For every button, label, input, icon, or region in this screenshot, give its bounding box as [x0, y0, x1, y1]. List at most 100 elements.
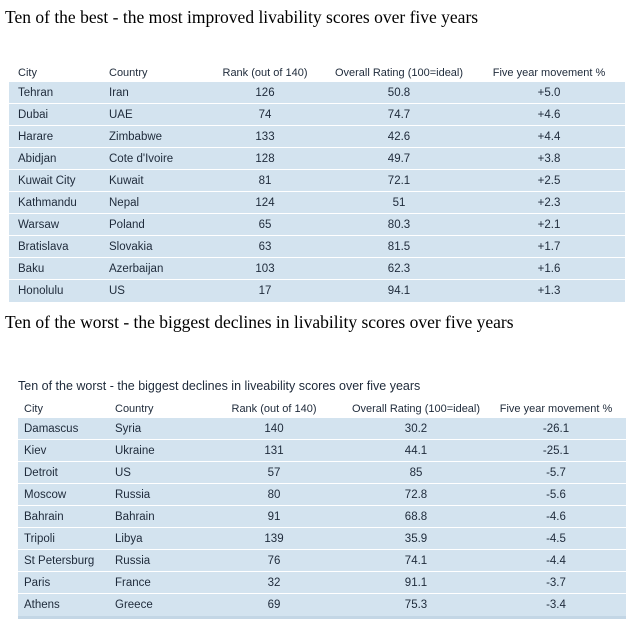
worst-table-header: City Country Rank (out of 140) Overall R…	[18, 398, 626, 418]
best-table-header: City Country Rank (out of 140) Overall R…	[9, 62, 625, 82]
col-city-header: City	[24, 403, 43, 415]
cell-movement: +2.1	[537, 219, 561, 231]
cell-movement: -3.4	[546, 599, 566, 611]
worst-heading: Ten of the worst - the biggest declines …	[5, 312, 514, 332]
cell-city: St Petersburg	[24, 555, 95, 567]
cell-city: Bratislava	[18, 241, 69, 253]
col-rank-header: Rank (out of 140)	[231, 403, 317, 415]
cell-overall: 74.7	[387, 109, 411, 121]
cell-rank: 32	[267, 577, 281, 589]
table-row: Bratislava Slovakia 63 81.5 +1.7	[9, 236, 625, 258]
cell-movement: +3.8	[537, 153, 561, 165]
cell-city: Detroit	[24, 467, 58, 479]
table-row: Warsaw Poland 65 80.3 +2.1	[9, 214, 625, 236]
cell-movement: -4.5	[546, 533, 566, 545]
cell-rank: 139	[264, 533, 284, 545]
col-overall-header: Overall Rating (100=ideal)	[334, 67, 464, 79]
table-bottom-rule	[18, 616, 626, 619]
cell-movement: -4.6	[546, 511, 566, 523]
col-movement-header: Five year movement %	[492, 67, 606, 79]
table-row: Kathmandu Nepal 124 51 +2.3	[9, 192, 625, 214]
cell-overall: 85	[409, 467, 423, 479]
cell-city: Paris	[24, 577, 51, 589]
cell-rank: 17	[258, 285, 272, 297]
cell-overall: 68.8	[404, 511, 428, 523]
cell-country: US	[115, 467, 131, 479]
table-row: Bahrain Bahrain 91 68.8 -4.6	[18, 506, 626, 528]
cell-movement: -5.7	[546, 467, 566, 479]
col-city-header: City	[18, 67, 37, 79]
cell-country: Greece	[115, 599, 153, 611]
cell-country: Russia	[115, 489, 151, 501]
best-table-body: Tehran Iran 126 50.8 +5.0 Dubai UAE 74 74.7 +4.6 H…	[9, 82, 625, 302]
cell-city: Baku	[18, 263, 45, 275]
table-row: Kuwait City Kuwait 81 72.1 +2.5	[9, 170, 625, 192]
cell-city: Tehran	[18, 87, 54, 99]
cell-city: Bahrain	[24, 511, 64, 523]
cell-country: Iran	[109, 87, 129, 99]
col-movement-header: Five year movement %	[499, 403, 613, 415]
cell-city: Harare	[18, 131, 54, 143]
cell-rank: 126	[255, 87, 275, 99]
cell-overall: 75.3	[404, 599, 428, 611]
cell-overall: 74.1	[404, 555, 428, 567]
table-row: Moscow Russia 80 72.8 -5.6	[18, 484, 626, 506]
cell-country: UAE	[109, 109, 133, 121]
cell-movement: +2.5	[537, 175, 561, 187]
cell-rank: 128	[255, 153, 275, 165]
cell-country: Zimbabwe	[109, 131, 163, 143]
cell-rank: 103	[255, 263, 275, 275]
cell-city: Tripoli	[24, 533, 55, 545]
cell-movement: +4.6	[537, 109, 561, 121]
cell-overall: 72.1	[387, 175, 411, 187]
cell-overall: 91.1	[404, 577, 428, 589]
cell-movement: +1.7	[537, 241, 561, 253]
worst-table-title: Ten of the worst - the biggest declines …	[18, 379, 421, 393]
cell-movement: -26.1	[542, 423, 570, 435]
cell-city: Dubai	[18, 109, 49, 121]
cell-overall: 72.8	[404, 489, 428, 501]
cell-country: Azerbaijan	[109, 263, 164, 275]
cell-rank: 124	[255, 197, 275, 209]
cell-country: Russia	[115, 555, 151, 567]
cell-rank: 74	[258, 109, 272, 121]
cell-country: Nepal	[109, 197, 140, 209]
cell-movement: +2.3	[537, 197, 561, 209]
cell-overall: 50.8	[387, 87, 411, 99]
cell-overall: 80.3	[387, 219, 411, 231]
cell-country: Kuwait	[109, 175, 144, 187]
cell-movement: +1.3	[537, 285, 561, 297]
cell-city: Damascus	[24, 423, 79, 435]
table-row: Tehran Iran 126 50.8 +5.0	[9, 82, 625, 104]
col-country-header: Country	[109, 67, 148, 79]
cell-city: Honolulu	[18, 285, 64, 297]
table-row: Paris France 32 91.1 -3.7	[18, 572, 626, 594]
cell-movement: +5.0	[537, 87, 561, 99]
cell-city: Athens	[24, 599, 60, 611]
cell-movement: +4.4	[537, 131, 561, 143]
cell-country: US	[109, 285, 125, 297]
cell-city: Warsaw	[18, 219, 60, 231]
worst-table-body: Damascus Syria 140 30.2 -26.1 Kiev Ukraine 131 4…	[18, 418, 626, 616]
cell-overall: 81.5	[387, 241, 411, 253]
cell-rank: 63	[258, 241, 272, 253]
cell-rank: 69	[267, 599, 281, 611]
cell-city: Abidjan	[18, 153, 57, 165]
table-row: Athens Greece 69 75.3 -3.4	[18, 594, 626, 616]
cell-rank: 91	[267, 511, 281, 523]
table-row: Dubai UAE 74 74.7 +4.6	[9, 104, 625, 126]
cell-overall: 62.3	[387, 263, 411, 275]
table-row: Detroit US 57 85 -5.7	[18, 462, 626, 484]
cell-movement: -3.7	[546, 577, 566, 589]
cell-country: Poland	[109, 219, 145, 231]
table-row: St Petersburg Russia 76 74.1 -4.4	[18, 550, 626, 572]
cell-city: Kuwait City	[18, 175, 76, 187]
cell-country: Syria	[115, 423, 142, 435]
cell-country: France	[115, 577, 151, 589]
table-row: Tripoli Libya 139 35.9 -4.5	[18, 528, 626, 550]
col-overall-header: Overall Rating (100=ideal)	[351, 403, 481, 415]
best-heading: Ten of the best - the most improved liva…	[5, 7, 479, 27]
cell-overall: 35.9	[404, 533, 428, 545]
cell-rank: 140	[264, 423, 284, 435]
table-row: Honolulu US 17 94.1 +1.3	[9, 280, 625, 302]
